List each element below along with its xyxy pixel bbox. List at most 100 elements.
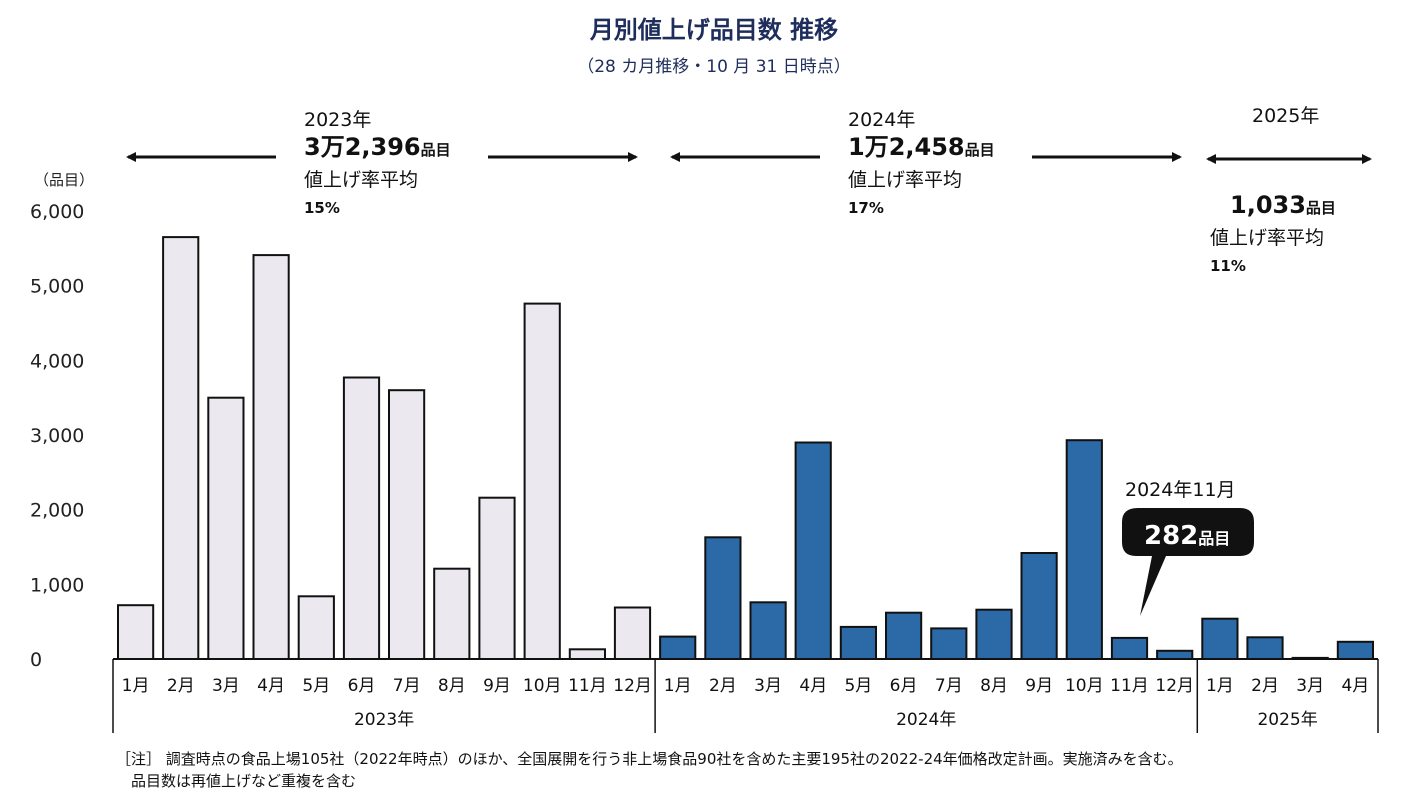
- bar: [388, 389, 426, 660]
- bar: [839, 625, 877, 661]
- x-tick-label: 12月: [1155, 676, 1194, 696]
- bar: [478, 496, 516, 661]
- x-tick-label: 12月: [613, 676, 652, 696]
- annotation-2023: 2023年 3万2,396品目 値上げ率平均 15%: [126, 109, 638, 217]
- y-axis-ticks: 0 1,000 2,000 3,000 4,000 5,000 6,000: [30, 201, 84, 671]
- annotation-2024: 2024年 1万2,458品目 値上げ率平均 17%: [670, 109, 1182, 217]
- callout-value-text: 282品目: [1144, 521, 1230, 551]
- year-group-label: 2023年: [354, 710, 414, 730]
- x-tick-label: 7月: [935, 676, 963, 696]
- annotation-2023-rate: 15%: [304, 199, 340, 217]
- bar: [568, 648, 606, 660]
- x-tick-label: 11月: [1110, 676, 1149, 696]
- x-tick-label: 8月: [438, 676, 466, 696]
- footnote-line2: 品目数は再値上げなど重複を含む: [131, 772, 356, 790]
- annotation-2024-rate: 17%: [848, 199, 884, 217]
- bar: [1110, 636, 1149, 661]
- y-tick-label: 2,000: [30, 500, 84, 522]
- x-tick-label: 3月: [212, 676, 240, 696]
- x-tick-label: 10月: [1065, 676, 1104, 696]
- annotation-2025-count: 1,033: [1230, 191, 1306, 219]
- bar: [1020, 552, 1058, 660]
- annotation-2023-total: 3万2,396品目: [304, 133, 451, 161]
- bar: [1065, 439, 1103, 661]
- bars: [117, 236, 1375, 661]
- y-tick-label: 0: [30, 649, 42, 671]
- callout-unit: 品目: [1198, 529, 1230, 548]
- y-tick-label: 5,000: [30, 276, 84, 298]
- y-tick-label: 3,000: [30, 425, 84, 447]
- year-group-label: 2025年: [1257, 710, 1317, 730]
- annotation-2025: 2025年 1,033品目 値上げ率平均 11%: [1206, 105, 1372, 275]
- annotation-2023-year: 2023年: [304, 109, 371, 131]
- bar: [1156, 649, 1194, 660]
- bar: [794, 441, 832, 660]
- bar: [613, 606, 652, 660]
- bar: [433, 567, 471, 661]
- annotation-2025-unit: 品目: [1306, 199, 1336, 217]
- callout-label: 2024年11月: [1125, 479, 1236, 501]
- callout-value: 282: [1144, 521, 1198, 551]
- annotation-2023-count: 3万2,396: [304, 133, 421, 161]
- annotation-2025-total: 1,033品目: [1230, 191, 1336, 219]
- annotation-2023-rate-label: 値上げ率平均: [304, 169, 418, 191]
- bar: [975, 608, 1013, 661]
- callout-bubble: [1122, 508, 1254, 616]
- callout-nov-2024: 2024年11月 282品目: [1122, 479, 1254, 616]
- x-tick-label: 4月: [1341, 676, 1369, 696]
- y-tick-label: 4,000: [30, 350, 84, 372]
- annotation-2024-count: 1万2,458: [848, 133, 965, 161]
- bar: [297, 595, 335, 660]
- x-tick-label: 10月: [523, 676, 562, 696]
- x-tick-label: 1月: [122, 676, 150, 696]
- y-axis-label: （品目）: [34, 171, 94, 189]
- x-tick-label: 6月: [890, 676, 918, 696]
- x-tick-label: 11月: [568, 676, 607, 696]
- x-tick-label: 5月: [844, 676, 872, 696]
- bar: [1246, 636, 1284, 660]
- x-tick-label: 2月: [1251, 676, 1279, 696]
- bar: [749, 601, 787, 660]
- annotation-2024-year: 2024年: [848, 109, 915, 131]
- bar: [207, 396, 245, 660]
- y-tick-label: 1,000: [30, 574, 84, 596]
- x-tick-label: 8月: [980, 676, 1008, 696]
- bar: [117, 604, 155, 661]
- bar: [930, 627, 968, 661]
- x-axis: 1月 2月 3月 4月 5月 6月 7月 8月 9月 10月 11月 12月 1月 2月 3月 4月 5月 6月 7…: [112, 658, 1379, 733]
- bar: [162, 236, 200, 660]
- x-tick-label: 1月: [664, 676, 692, 696]
- x-tick-label: 3月: [1296, 676, 1324, 696]
- x-tick-label: 6月: [348, 676, 376, 696]
- x-tick-label: 4月: [257, 676, 285, 696]
- chart-title: 月別値上げ品目数 推移: [589, 16, 838, 44]
- x-tick-label: 5月: [302, 676, 330, 696]
- x-tick-label: 3月: [754, 676, 782, 696]
- bar: [885, 611, 923, 661]
- annotation-2024-unit: 品目: [965, 141, 995, 159]
- bar: [659, 635, 697, 660]
- annotation-2023-unit: 品目: [421, 141, 451, 159]
- annotation-2024-rate-label: 値上げ率平均: [848, 169, 962, 191]
- bar: [523, 302, 561, 660]
- annotation-2025-year: 2025年: [1252, 105, 1319, 127]
- chart-subtitle: （28 カ月推移・10 月 31 日時点）: [577, 57, 851, 77]
- x-tick-label: 9月: [1025, 676, 1053, 696]
- bar: [342, 376, 381, 660]
- x-tick-label: 9月: [483, 676, 511, 696]
- annotation-2025-rate: 11%: [1210, 257, 1246, 275]
- bar: [704, 536, 742, 660]
- x-tick-label: 4月: [799, 676, 827, 696]
- annotation-2025-rate-label: 値上げ率平均: [1210, 227, 1324, 249]
- x-tick-label: 1月: [1206, 676, 1234, 696]
- footnote-line1: ［注］ 調査時点の食品上場105社（2022年時点）のほか、全国展開を行う非上場…: [116, 750, 1183, 768]
- x-tick-label: 7月: [393, 676, 421, 696]
- x-tick-label: 2月: [709, 676, 737, 696]
- year-group-label: 2024年: [896, 710, 956, 730]
- annotation-2024-total: 1万2,458品目: [848, 133, 995, 161]
- bar: [1336, 640, 1375, 660]
- bar: [252, 254, 290, 660]
- y-tick-label: 6,000: [30, 201, 84, 223]
- bar: [1201, 617, 1239, 661]
